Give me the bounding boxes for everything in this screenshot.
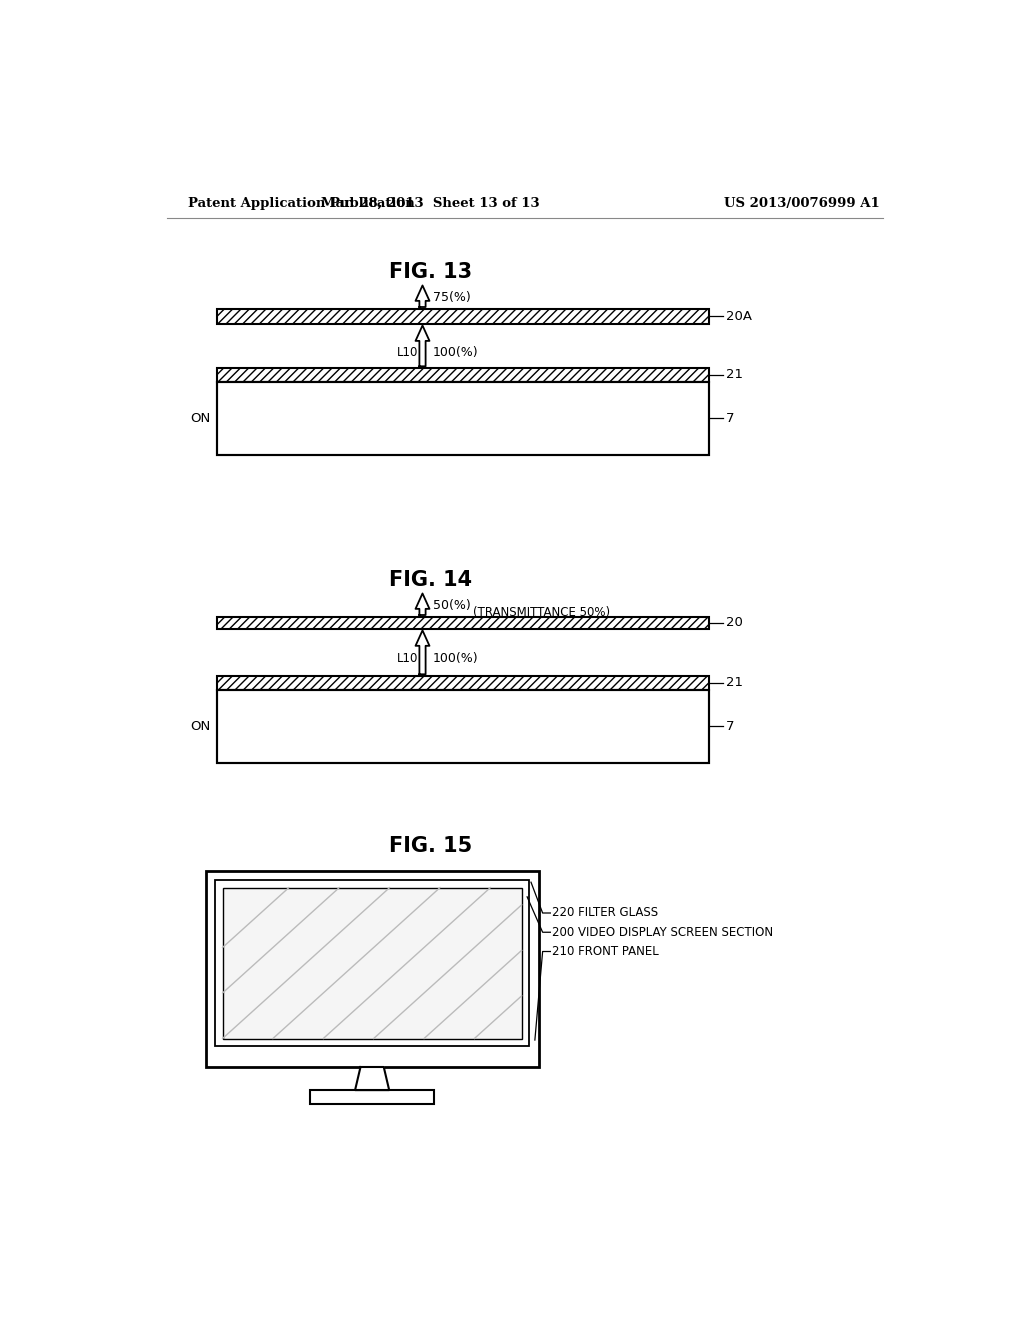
Bar (217, 676, 710, 689)
Text: 200 VIDEO DISPLAY SCREEN SECTION: 200 VIDEO DISPLAY SCREEN SECTION (552, 925, 773, 939)
Text: 7: 7 (726, 412, 735, 425)
Text: 20A: 20A (726, 310, 753, 323)
Bar (217, 689, 710, 763)
Text: 100(%): 100(%) (432, 652, 478, 665)
Polygon shape (416, 631, 429, 675)
Polygon shape (416, 285, 429, 308)
Text: FIG. 14: FIG. 14 (389, 570, 472, 590)
Bar (310, 1090, 434, 1104)
Text: 7: 7 (726, 719, 735, 733)
Text: FIG. 13: FIG. 13 (389, 263, 472, 282)
Text: 20: 20 (726, 616, 743, 630)
Text: 220 FILTER GLASS: 220 FILTER GLASS (552, 907, 658, 920)
Polygon shape (355, 1067, 389, 1090)
Text: L10: L10 (397, 652, 419, 665)
Text: 21: 21 (726, 368, 743, 381)
Bar (206, 871, 539, 1067)
Bar (217, 689, 710, 763)
Bar (215, 880, 529, 1047)
Bar (217, 616, 710, 628)
Text: 100(%): 100(%) (432, 346, 478, 359)
Text: L10: L10 (397, 346, 419, 359)
Text: Patent Application Publication: Patent Application Publication (188, 197, 415, 210)
Text: FIG. 15: FIG. 15 (389, 836, 472, 855)
Polygon shape (416, 594, 429, 615)
Text: Mar. 28, 2013  Sheet 13 of 13: Mar. 28, 2013 Sheet 13 of 13 (321, 197, 540, 210)
Polygon shape (416, 326, 429, 367)
Text: US 2013/0076999 A1: US 2013/0076999 A1 (724, 197, 880, 210)
Text: (TRANSMITTANCE 50%): (TRANSMITTANCE 50%) (473, 606, 610, 619)
Bar (217, 309, 710, 323)
Bar (217, 368, 710, 381)
Bar (217, 381, 710, 455)
Text: 21: 21 (726, 676, 743, 689)
Text: 210 FRONT PANEL: 210 FRONT PANEL (552, 945, 658, 958)
Text: ON: ON (190, 719, 210, 733)
Bar (217, 381, 710, 455)
Text: 50(%): 50(%) (432, 598, 470, 611)
Text: 75(%): 75(%) (432, 290, 470, 304)
Text: ON: ON (190, 412, 210, 425)
Bar (222, 887, 521, 1039)
